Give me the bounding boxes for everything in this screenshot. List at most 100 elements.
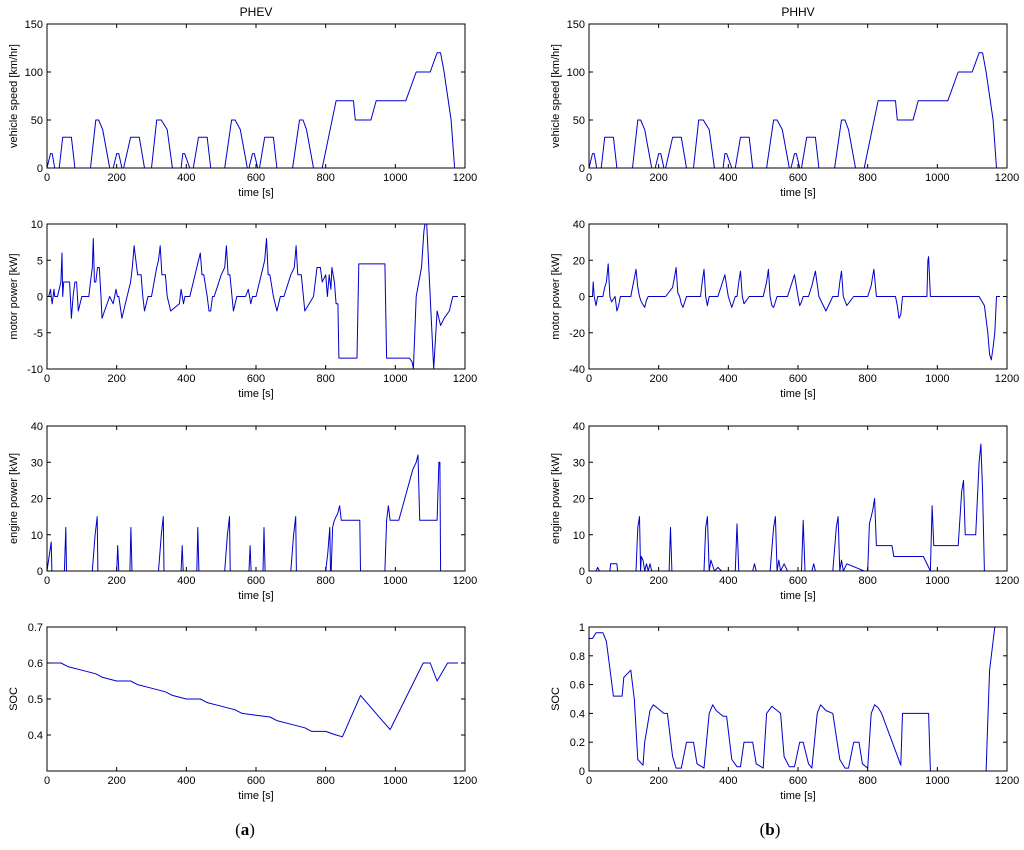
y-tick-label-5-2: 20	[573, 494, 585, 506]
x-tick-label-6-6: 1200	[453, 775, 477, 787]
chart-panel-3: 0 200 400 600 800 1000 1200 -40 -20 0 20 40 time [s]…	[550, 219, 1019, 400]
x-tick-label-6-0: 0	[44, 775, 50, 787]
y-tick-label-1-2: 100	[567, 67, 585, 79]
y-tick-label-7-5: 1	[579, 622, 585, 634]
y-tick-label-3-3: 20	[573, 255, 585, 267]
x-tick-label-3-3: 600	[789, 373, 807, 385]
y-tick-label-6-3: 0.7	[28, 622, 43, 634]
x-tick-label-4-4: 800	[316, 575, 334, 587]
chart-panel-4: 0 200 400 600 800 1000 1200 0 10 20 30 40 time [s] en…	[8, 421, 477, 602]
x-tick-label-0-4: 800	[316, 172, 334, 184]
axes-frame-1	[588, 23, 1008, 169]
series-line-3-0	[589, 256, 1000, 361]
x-tick-label-3-6: 1200	[995, 373, 1019, 385]
y-tick-label-1-3: 150	[567, 19, 585, 31]
y-tick-label-3-1: -20	[569, 328, 585, 340]
y-axis-label-0: vehicle speed [km/hr]	[8, 44, 20, 148]
y-tick-label-4-0: 0	[37, 566, 43, 578]
series-line-6-0	[47, 662, 458, 738]
axes-frame-5	[588, 425, 1008, 572]
y-tick-label-1-1: 50	[573, 115, 585, 127]
x-tick-label-4-6: 1200	[453, 575, 477, 587]
x-axis-label-5: time [s]	[780, 590, 815, 602]
y-tick-label-2-0: -10	[27, 364, 43, 376]
x-axis-label-7: time [s]	[780, 790, 815, 802]
y-tick-label-2-3: 5	[37, 255, 43, 267]
series-line-7-0	[589, 627, 1000, 771]
x-tick-label-5-3: 600	[789, 575, 807, 587]
x-tick-label-6-3: 600	[247, 775, 265, 787]
y-tick-label-2-2: 0	[37, 292, 43, 304]
x-tick-label-0-0: 0	[44, 172, 50, 184]
x-tick-label-7-4: 800	[858, 775, 876, 787]
x-tick-label-5-4: 800	[858, 575, 876, 587]
x-tick-label-6-4: 800	[316, 775, 334, 787]
x-tick-label-7-2: 400	[719, 775, 737, 787]
x-tick-label-2-4: 800	[316, 373, 334, 385]
series-line-2-0	[47, 224, 458, 369]
x-tick-label-2-0: 0	[44, 373, 50, 385]
x-tick-label-2-6: 1200	[453, 373, 477, 385]
caption-a-letter: a	[241, 820, 250, 839]
caption-b-close: )	[775, 820, 781, 839]
x-tick-label-7-0: 0	[586, 775, 592, 787]
y-tick-label-5-4: 40	[573, 421, 585, 433]
x-axis-label-2: time [s]	[238, 388, 273, 400]
x-tick-label-3-5: 1000	[925, 373, 949, 385]
chart-panel-7: 0 200 400 600 800 1000 1200 0 0.2 0.4 0.6 0.8 1 time …	[550, 622, 1019, 802]
x-tick-label-6-1: 200	[107, 775, 125, 787]
y-tick-label-7-0: 0	[579, 766, 585, 778]
series-line-0-0	[47, 52, 458, 168]
caption-a-open: (	[235, 820, 241, 839]
x-tick-label-5-1: 200	[649, 575, 667, 587]
y-tick-label-4-2: 20	[31, 494, 43, 506]
y-tick-label-6-2: 0.6	[28, 658, 43, 670]
y-tick-label-4-1: 10	[31, 530, 43, 542]
y-tick-label-6-1: 0.5	[28, 694, 43, 706]
x-tick-label-7-3: 600	[789, 775, 807, 787]
y-tick-label-2-4: 10	[31, 219, 43, 231]
x-tick-label-4-3: 600	[247, 575, 265, 587]
y-tick-label-5-0: 0	[579, 566, 585, 578]
chart-panel-0: 0 200 400 600 800 1000 1200 0 50 100 150 time [s] ve…	[8, 5, 477, 199]
y-axis-label-3: motor power [kW]	[550, 253, 562, 339]
y-tick-label-3-0: -40	[569, 364, 585, 376]
caption-a: (a)	[235, 820, 255, 839]
y-tick-label-4-3: 30	[31, 457, 43, 469]
x-tick-label-5-2: 400	[719, 575, 737, 587]
caption-b: (b)	[760, 820, 781, 839]
y-axis-label-4: engine power [kW]	[8, 453, 20, 544]
chart-panel-1: 0 200 400 600 800 1000 1200 0 50 100 150 time [s] ve…	[550, 5, 1019, 199]
y-tick-label-0-0: 0	[37, 163, 43, 175]
x-tick-label-4-2: 400	[177, 575, 195, 587]
y-tick-label-6-0: 0.4	[28, 730, 43, 742]
x-tick-label-0-5: 1000	[383, 172, 407, 184]
x-tick-label-1-3: 600	[789, 172, 807, 184]
x-axis-label-6: time [s]	[238, 790, 273, 802]
x-tick-label-3-2: 400	[719, 373, 737, 385]
y-axis-label-1: vehicle speed [km/hr]	[550, 44, 562, 148]
x-tick-label-5-6: 1200	[995, 575, 1019, 587]
series-line-4-0	[47, 454, 443, 571]
x-tick-label-5-0: 0	[586, 575, 592, 587]
x-tick-label-1-2: 400	[719, 172, 737, 184]
caption-b-letter: b	[765, 820, 774, 839]
x-tick-label-6-5: 1000	[383, 775, 407, 787]
y-tick-label-7-2: 0.4	[570, 708, 585, 720]
x-tick-label-5-5: 1000	[925, 575, 949, 587]
x-tick-label-4-1: 200	[107, 575, 125, 587]
x-axis-label-1: time [s]	[780, 187, 815, 199]
y-tick-label-0-1: 50	[31, 115, 43, 127]
axes-frame-0	[46, 23, 466, 169]
chart-panel-2: 0 200 400 600 800 1000 1200 -10 -5 0 5 10 time [s] mo…	[8, 219, 477, 400]
chart-panel-6: 0 200 400 600 800 1000 1200 0.4 0.5 0.6 0.7 time [s…	[8, 622, 477, 802]
y-axis-label-6: SOC	[8, 687, 20, 711]
x-tick-label-7-5: 1000	[925, 775, 949, 787]
x-tick-label-4-5: 1000	[383, 575, 407, 587]
x-tick-label-7-1: 200	[649, 775, 667, 787]
x-axis-label-3: time [s]	[780, 388, 815, 400]
x-tick-label-1-1: 200	[649, 172, 667, 184]
chart-title-1: PHHV	[781, 5, 814, 19]
